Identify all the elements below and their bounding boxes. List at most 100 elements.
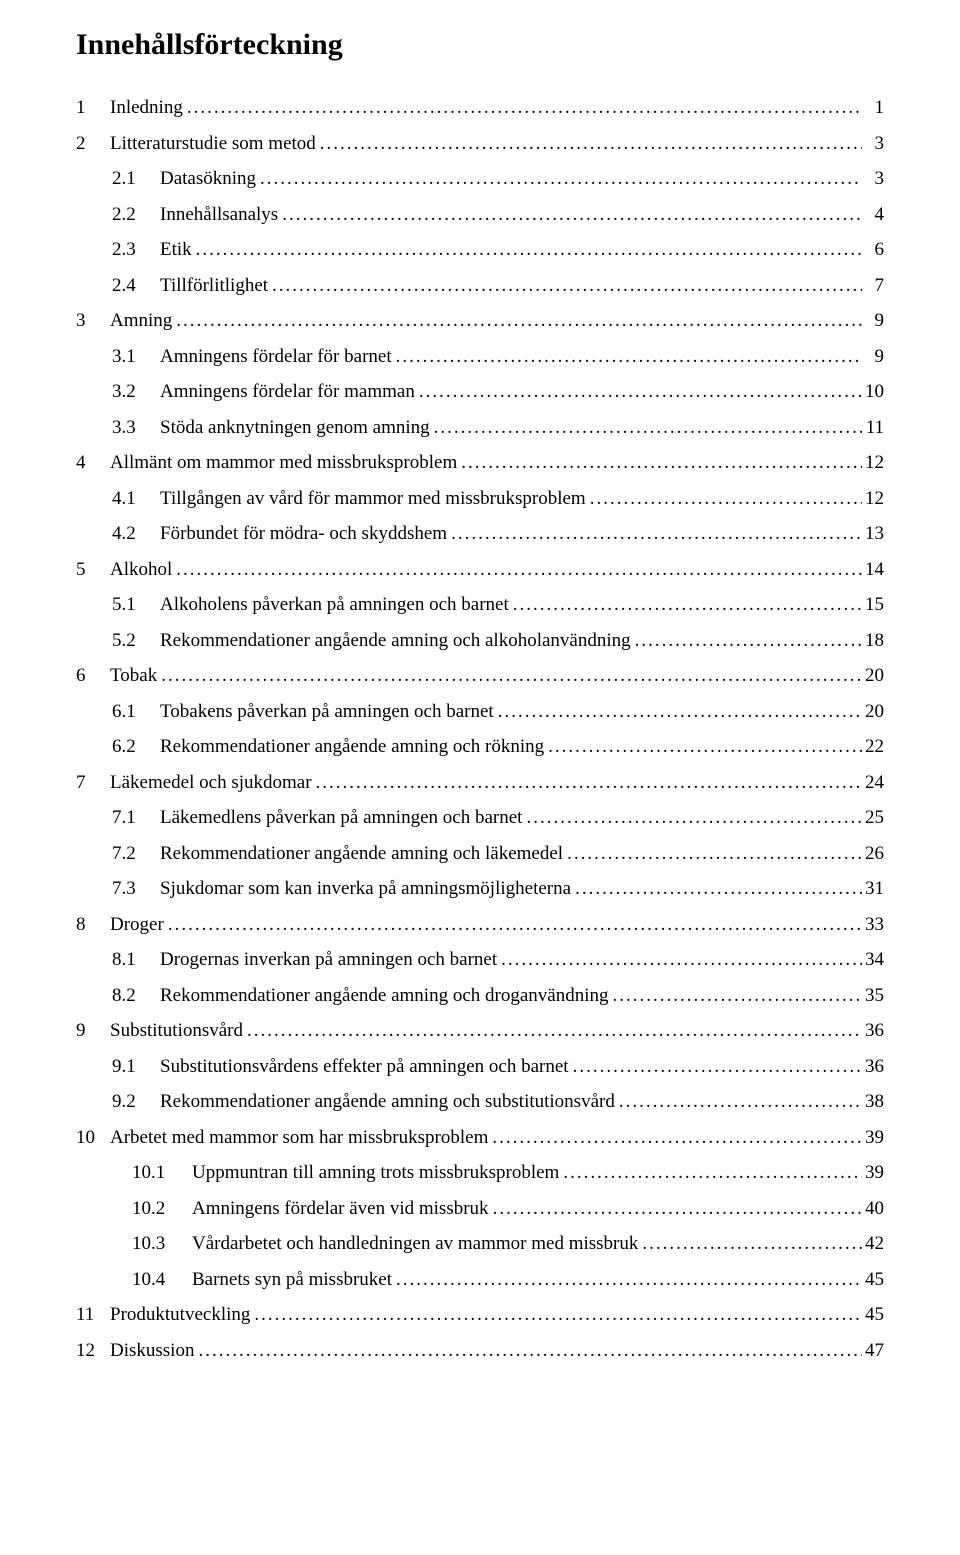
toc-entry-label: 7.1Läkemedlens påverkan på amningen och … bbox=[112, 808, 522, 827]
toc-entry: 6.1Tobakens påverkan på amningen och bar… bbox=[76, 702, 884, 721]
toc-entry-text: Allmänt om mammor med missbruksproblem bbox=[110, 452, 457, 473]
toc-entry-text: Alkoholens påverkan på amningen och barn… bbox=[160, 594, 509, 615]
toc-entry-number: 8.1 bbox=[112, 950, 160, 969]
toc-leader-dots bbox=[608, 986, 862, 1005]
toc-entry-text: Tillgången av vård för mammor med missbr… bbox=[160, 488, 586, 509]
toc-entry-label: 3.3Stöda anknytningen genom amning bbox=[112, 418, 430, 437]
toc-entry-text: Innehållsanalys bbox=[160, 204, 278, 225]
toc-entry-number: 6 bbox=[76, 666, 110, 685]
toc-entry: 3.1Amningens fördelar för barnet 9 bbox=[76, 347, 884, 366]
toc-entry: 2.4Tillförlitlighet7 bbox=[76, 276, 884, 295]
toc-entry-number: 9.1 bbox=[112, 1057, 160, 1076]
toc-entry-number: 2.3 bbox=[112, 240, 160, 259]
toc-entry-text: Litteraturstudie som metod bbox=[110, 133, 316, 154]
toc-entry-text: Inledning bbox=[110, 97, 183, 118]
toc-entry-page: 36 bbox=[862, 1057, 884, 1076]
toc-entry-number: 8.2 bbox=[112, 986, 160, 1005]
toc-entry-page: 1 bbox=[862, 98, 884, 117]
toc-entry: 12Diskussion47 bbox=[76, 1341, 884, 1360]
toc-leader-dots bbox=[447, 524, 862, 543]
toc-entry-page: 12 bbox=[862, 453, 884, 472]
toc-entry-label: 9.1Substitutionsvårdens effekter på amni… bbox=[112, 1057, 569, 1076]
toc-leader-dots bbox=[509, 595, 862, 614]
toc-entry-text: Arbetet med mammor som har missbruksprob… bbox=[110, 1127, 488, 1148]
toc-entry-label: 2.2Innehållsanalys bbox=[112, 205, 278, 224]
toc-entry-page: 3 bbox=[862, 169, 884, 188]
toc-entry-text: Tillförlitlighet bbox=[160, 275, 268, 296]
toc-entry-text: Rekommendationer angående amning och dro… bbox=[160, 985, 608, 1006]
toc-title: Innehållsförteckning bbox=[76, 28, 884, 62]
toc-leader-dots bbox=[631, 631, 862, 650]
toc-leader-dots bbox=[544, 737, 862, 756]
toc-entry-page: 26 bbox=[862, 844, 884, 863]
toc-entry-page: 40 bbox=[862, 1199, 884, 1218]
toc-entry-text: Barnets syn på missbruket bbox=[192, 1269, 392, 1290]
toc-entry-page: 33 bbox=[862, 915, 884, 934]
toc-entry: 8Droger33 bbox=[76, 915, 884, 934]
toc-entry: 3Amning9 bbox=[76, 311, 884, 330]
toc-entry-page: 9 bbox=[862, 347, 884, 366]
toc-entry-text: Rekommendationer angående amning och rök… bbox=[160, 736, 544, 757]
toc-entry-number: 4.1 bbox=[112, 489, 160, 508]
toc-leader-dots bbox=[312, 773, 862, 792]
toc-leader-dots bbox=[157, 666, 862, 685]
toc-entry-page: 20 bbox=[862, 666, 884, 685]
toc-entry-number: 5.1 bbox=[112, 595, 160, 614]
toc-entry-page: 11 bbox=[862, 418, 884, 437]
toc-entry-number: 8 bbox=[76, 915, 110, 934]
toc-entry-number: 7 bbox=[76, 773, 110, 792]
toc-entry-label: 4Allmänt om mammor med missbruksproblem bbox=[76, 453, 457, 472]
toc-entry-number: 2 bbox=[76, 134, 110, 153]
toc-entry: 11Produktutveckling45 bbox=[76, 1305, 884, 1324]
toc-entry-page: 39 bbox=[862, 1128, 884, 1147]
toc-entry: 10.2Amningens fördelar även vid missbruk… bbox=[76, 1199, 884, 1218]
toc-entry-number: 2.2 bbox=[112, 205, 160, 224]
toc-entry-page: 38 bbox=[862, 1092, 884, 1111]
toc-entry: 9Substitutionsvård36 bbox=[76, 1021, 884, 1040]
toc-entry-page: 18 bbox=[862, 631, 884, 650]
toc-entry-text: Substitutionsvård bbox=[110, 1020, 243, 1041]
toc-entry-label: 5.2Rekommendationer angående amning och … bbox=[112, 631, 631, 650]
toc-entry-number: 10.1 bbox=[132, 1163, 192, 1182]
toc-entry-text: Stöda anknytningen genom amning bbox=[160, 417, 430, 438]
toc-entry-label: 3.2Amningens fördelar för mamman bbox=[112, 382, 415, 401]
toc-entry-page: 34 bbox=[862, 950, 884, 969]
toc-entry: 7.1Läkemedlens påverkan på amningen och … bbox=[76, 808, 884, 827]
toc-entry-text: Etik bbox=[160, 239, 192, 260]
toc-entry-page: 24 bbox=[862, 773, 884, 792]
toc-leader-dots bbox=[172, 560, 862, 579]
toc-leader-dots bbox=[392, 1270, 862, 1289]
toc-entry-label: 1Inledning bbox=[76, 98, 183, 117]
toc-entry-page: 10 bbox=[862, 382, 884, 401]
toc-entry: 10.4Barnets syn på missbruket45 bbox=[76, 1270, 884, 1289]
toc-entry: 2.3Etik 6 bbox=[76, 240, 884, 259]
toc-entry-label: 7.2Rekommendationer angående amning och … bbox=[112, 844, 563, 863]
toc-entry: 10.1Uppmuntran till amning trots missbru… bbox=[76, 1163, 884, 1182]
toc-leader-dots bbox=[559, 1163, 862, 1182]
toc-entry-text: Amningens fördelar för barnet bbox=[160, 346, 392, 367]
toc-leader-dots bbox=[586, 489, 862, 508]
toc-entry-text: Amning bbox=[110, 310, 172, 331]
toc-entry-label: 6.1Tobakens påverkan på amningen och bar… bbox=[112, 702, 494, 721]
toc-entry-text: Tobakens påverkan på amningen och barnet bbox=[160, 701, 494, 722]
toc-leader-dots bbox=[183, 98, 862, 117]
toc-leader-dots bbox=[430, 418, 862, 437]
toc-entry-number: 2.1 bbox=[112, 169, 160, 188]
toc-entry: 9.1Substitutionsvårdens effekter på amni… bbox=[76, 1057, 884, 1076]
toc-entry-number: 11 bbox=[76, 1305, 110, 1324]
toc-entry-page: 42 bbox=[862, 1234, 884, 1253]
toc-entry-number: 10.4 bbox=[132, 1270, 192, 1289]
toc-leader-dots bbox=[278, 205, 862, 224]
toc-entry-number: 9.2 bbox=[112, 1092, 160, 1111]
toc-entry-page: 6 bbox=[862, 240, 884, 259]
toc-entry-number: 4 bbox=[76, 453, 110, 472]
toc-entry-number: 4.2 bbox=[112, 524, 160, 543]
toc-entry-label: 10.4Barnets syn på missbruket bbox=[132, 1270, 392, 1289]
toc-entry-text: Produktutveckling bbox=[110, 1304, 250, 1325]
toc-entry-label: 5.1Alkoholens påverkan på amningen och b… bbox=[112, 595, 509, 614]
toc-entry-number: 3.1 bbox=[112, 347, 160, 366]
toc-entry-number: 9 bbox=[76, 1021, 110, 1040]
toc-entry-number: 3 bbox=[76, 311, 110, 330]
toc-entry-text: Alkohol bbox=[110, 559, 172, 580]
toc-entry-number: 12 bbox=[76, 1341, 110, 1360]
